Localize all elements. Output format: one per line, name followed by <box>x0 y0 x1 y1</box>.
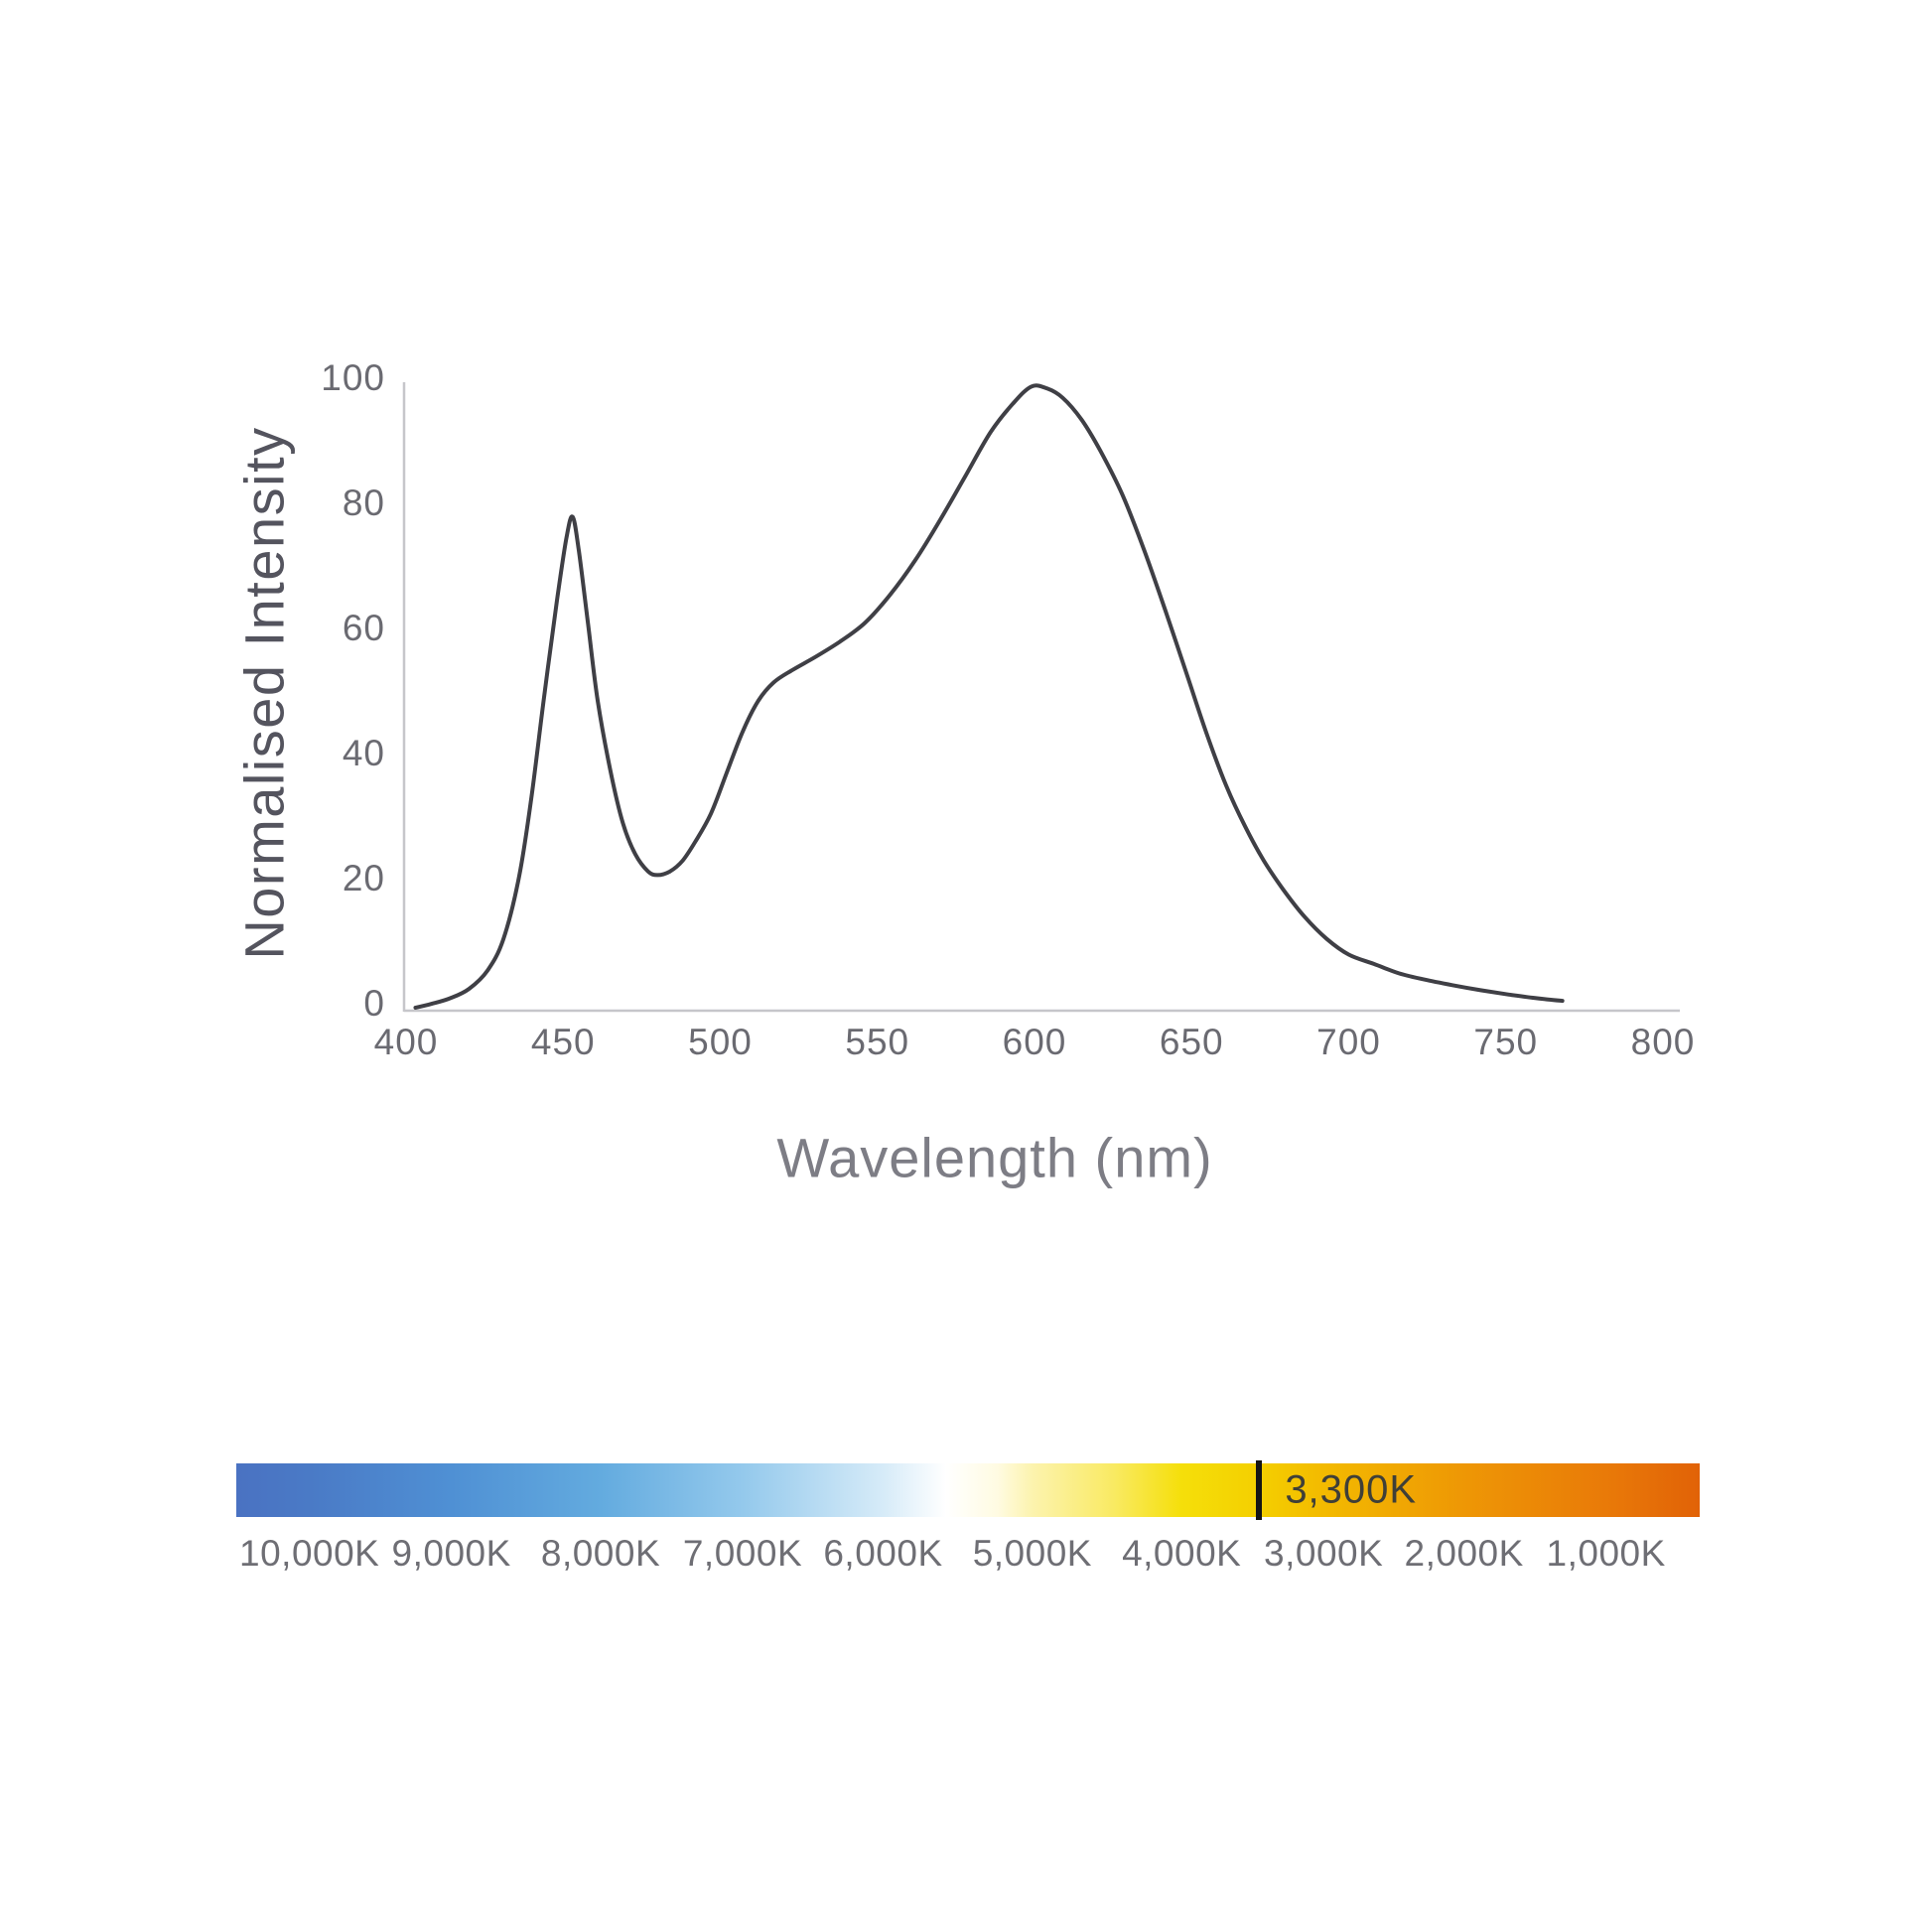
temperature-labels: 10,000K 9,000K 8,000K 7,000K 6,000K 5,000K 4,0… <box>236 1533 1700 1588</box>
y-tick-label: 20 <box>343 858 385 898</box>
temperature-marker-label: 3,300K <box>1285 1467 1418 1512</box>
x-tick-label: 400 <box>374 1022 439 1062</box>
temperature-gradient-bar: 3,300K <box>236 1460 1700 1520</box>
y-tick-label: 100 <box>321 357 385 398</box>
x-tick-label: 750 <box>1473 1022 1538 1062</box>
temperature-label: 7,000K <box>682 1533 803 1574</box>
y-axis-title: Normalised Intensity <box>232 426 296 960</box>
temperature-label: 8,000K <box>540 1533 661 1574</box>
y-tick-label: 60 <box>343 608 385 648</box>
color-temperature-scale: 3,300K 10,000K 9,000K 8,000K 7,000K 6,000K 5,… <box>236 1460 1700 1588</box>
temperature-label: 10,000K <box>239 1533 380 1574</box>
x-tick-label: 500 <box>688 1022 753 1062</box>
y-tick-label: 0 <box>363 983 385 1024</box>
y-tick-label: 80 <box>343 483 385 523</box>
temperature-label: 4,000K <box>1122 1533 1242 1574</box>
temperature-label: 5,000K <box>972 1533 1092 1574</box>
x-axis-title: Wavelength (nm) <box>776 1126 1213 1189</box>
x-tick-label: 450 <box>531 1022 596 1062</box>
x-tick-label: 700 <box>1316 1022 1381 1062</box>
temperature-label: 1,000K <box>1546 1533 1666 1574</box>
x-tick-label: 600 <box>1003 1022 1067 1062</box>
temperature-label: 3,000K <box>1264 1533 1384 1574</box>
temperature-label: 6,000K <box>823 1533 943 1574</box>
spectrum-curve <box>413 383 1565 1010</box>
temperature-label: 2,000K <box>1404 1533 1524 1574</box>
x-tick-label: 800 <box>1631 1022 1696 1062</box>
temperature-label: 9,000K <box>391 1533 511 1574</box>
temperature-marker-line <box>1256 1460 1263 1520</box>
x-tick-label: 650 <box>1160 1022 1224 1062</box>
y-tick-label: 40 <box>343 733 385 773</box>
x-tick-label: 550 <box>845 1022 909 1062</box>
